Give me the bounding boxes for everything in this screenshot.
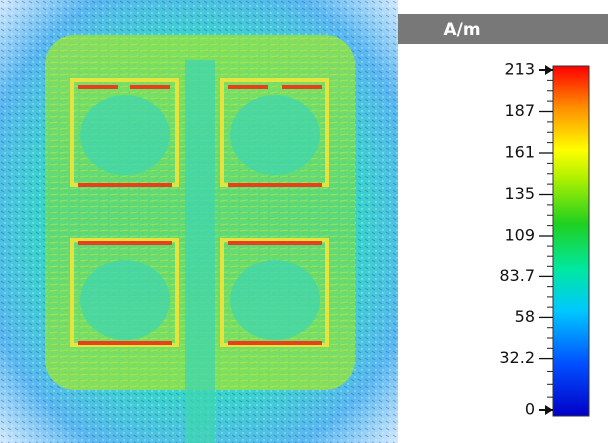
- unit-label: A/m: [443, 20, 480, 40]
- tick-label: 83.7: [499, 266, 535, 285]
- tick-label: 187: [504, 101, 535, 120]
- tick-label: 135: [504, 184, 535, 203]
- color-bar: [552, 65, 590, 417]
- tick-arrow: [545, 65, 553, 75]
- tick-label: 0: [525, 400, 535, 419]
- tick-arrow: [545, 405, 553, 415]
- tick-label: 161: [504, 143, 535, 162]
- tick-label: 109: [504, 226, 535, 245]
- tick-group: 213 187 161 135 109 83.7 58 32.2 0: [499, 60, 553, 419]
- tick-label: 213: [504, 60, 535, 79]
- tick-label: 58: [515, 307, 535, 326]
- tick-label: 32.2: [499, 348, 535, 367]
- legend-header: [398, 14, 608, 44]
- field-image: [0, 0, 398, 443]
